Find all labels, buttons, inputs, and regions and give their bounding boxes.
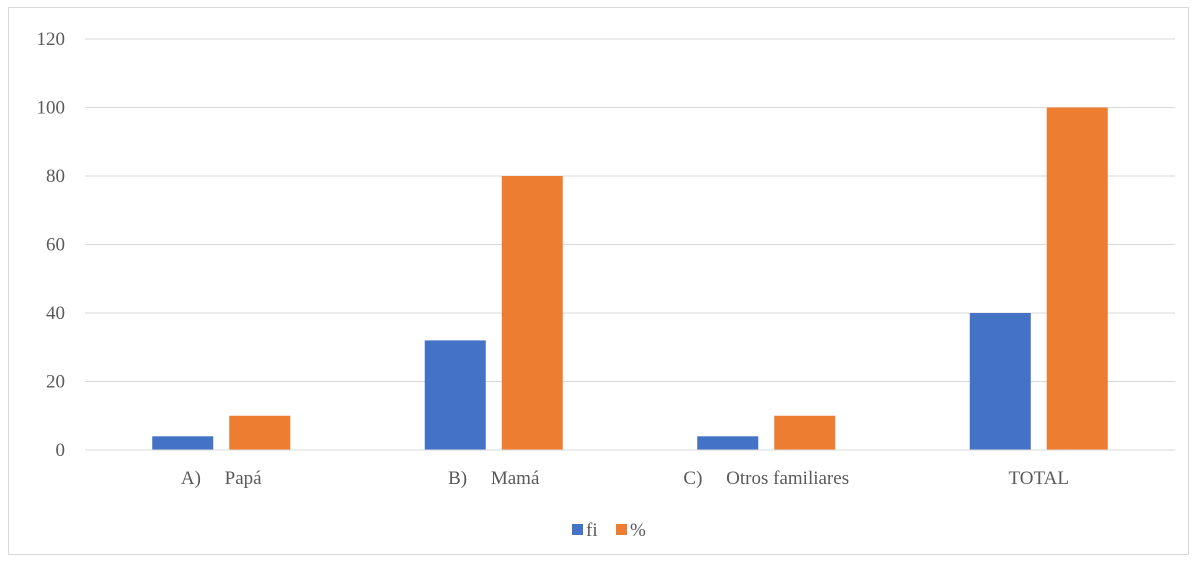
legend-label-pct: % xyxy=(630,520,646,541)
bar-fi-1 xyxy=(424,340,486,450)
bar-fi-0 xyxy=(152,436,214,450)
bar-pct-3 xyxy=(1046,107,1108,450)
bars xyxy=(85,107,1175,451)
y-tick-label: 60 xyxy=(46,235,65,256)
legend-swatch-fi xyxy=(572,524,583,535)
y-tick-label: 100 xyxy=(37,98,66,119)
x-category-label: TOTAL xyxy=(1009,468,1069,489)
bar-fi-3 xyxy=(969,313,1031,450)
y-tick-label: 120 xyxy=(37,29,66,50)
y-tick-label: 40 xyxy=(46,303,65,324)
x-category-label: B) Mamá xyxy=(448,468,540,489)
x-category-label: A) Papá xyxy=(181,468,262,489)
bar-pct-1 xyxy=(501,176,563,450)
x-category-label: C) Otros familiares xyxy=(683,468,849,489)
chart-frame xyxy=(8,7,1189,555)
legend-swatch-pct xyxy=(616,524,627,535)
legend-label-fi: fi xyxy=(586,520,598,541)
bar-pct-2 xyxy=(774,415,836,450)
bar-fi-2 xyxy=(697,436,759,450)
legend: fi% xyxy=(572,520,646,541)
y-axis-ticks: 0 20 40 60 80 100 120 xyxy=(37,29,66,461)
y-tick-label: 80 xyxy=(46,166,65,187)
y-tick-label: 20 xyxy=(46,372,65,393)
bar-pct-0 xyxy=(229,415,291,450)
x-axis-labels: A) Papá B) Mamá C) Otros familiares TOTAL xyxy=(181,468,1069,489)
y-tick-label: 0 xyxy=(56,440,66,461)
